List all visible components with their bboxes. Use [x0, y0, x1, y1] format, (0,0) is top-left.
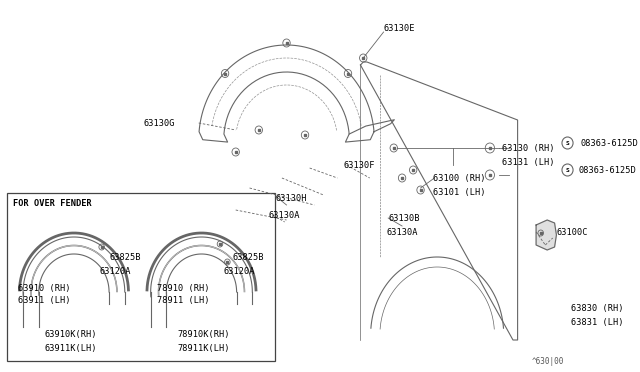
- Text: 63825B: 63825B: [109, 253, 141, 263]
- Text: 63101 (LH): 63101 (LH): [433, 187, 485, 196]
- Text: 63830 (RH): 63830 (RH): [572, 304, 624, 312]
- Text: 63831 (LH): 63831 (LH): [572, 317, 624, 327]
- Text: 78910K(RH): 78910K(RH): [177, 330, 230, 340]
- Text: 63910K(RH): 63910K(RH): [44, 330, 97, 340]
- Text: 78911K(LH): 78911K(LH): [177, 343, 230, 353]
- Text: FOR OVER FENDER: FOR OVER FENDER: [13, 199, 92, 208]
- Text: 63130A: 63130A: [268, 211, 300, 219]
- Text: 63120A: 63120A: [100, 267, 131, 276]
- Text: 78911 (LH): 78911 (LH): [157, 295, 210, 305]
- Text: 63130H: 63130H: [275, 193, 307, 202]
- Text: ^630|00: ^630|00: [531, 357, 564, 366]
- Text: 63131 (LH): 63131 (LH): [502, 157, 554, 167]
- Text: 63911K(LH): 63911K(LH): [44, 343, 97, 353]
- Text: 63130A: 63130A: [387, 228, 418, 237]
- Text: 63910 (RH): 63910 (RH): [19, 283, 71, 292]
- Text: S: S: [566, 141, 570, 145]
- Polygon shape: [536, 220, 556, 250]
- Text: 08363-6125D: 08363-6125D: [580, 138, 638, 148]
- Text: 08363-6125D: 08363-6125D: [579, 166, 636, 174]
- Text: 63825B: 63825B: [233, 253, 264, 263]
- Text: 63120A: 63120A: [223, 267, 255, 276]
- Text: 63911 (LH): 63911 (LH): [19, 295, 71, 305]
- Text: 63100 (RH): 63100 (RH): [433, 173, 485, 183]
- Text: 63130B: 63130B: [388, 214, 420, 222]
- Text: 63130E: 63130E: [383, 23, 415, 32]
- Bar: [8, 193, 275, 361]
- Text: 63100C: 63100C: [556, 228, 588, 237]
- Text: 78910 (RH): 78910 (RH): [157, 283, 210, 292]
- Text: S: S: [566, 167, 570, 173]
- Text: 63130F: 63130F: [344, 160, 375, 170]
- Text: 63130G: 63130G: [143, 119, 175, 128]
- Text: 63130 (RH): 63130 (RH): [502, 144, 554, 153]
